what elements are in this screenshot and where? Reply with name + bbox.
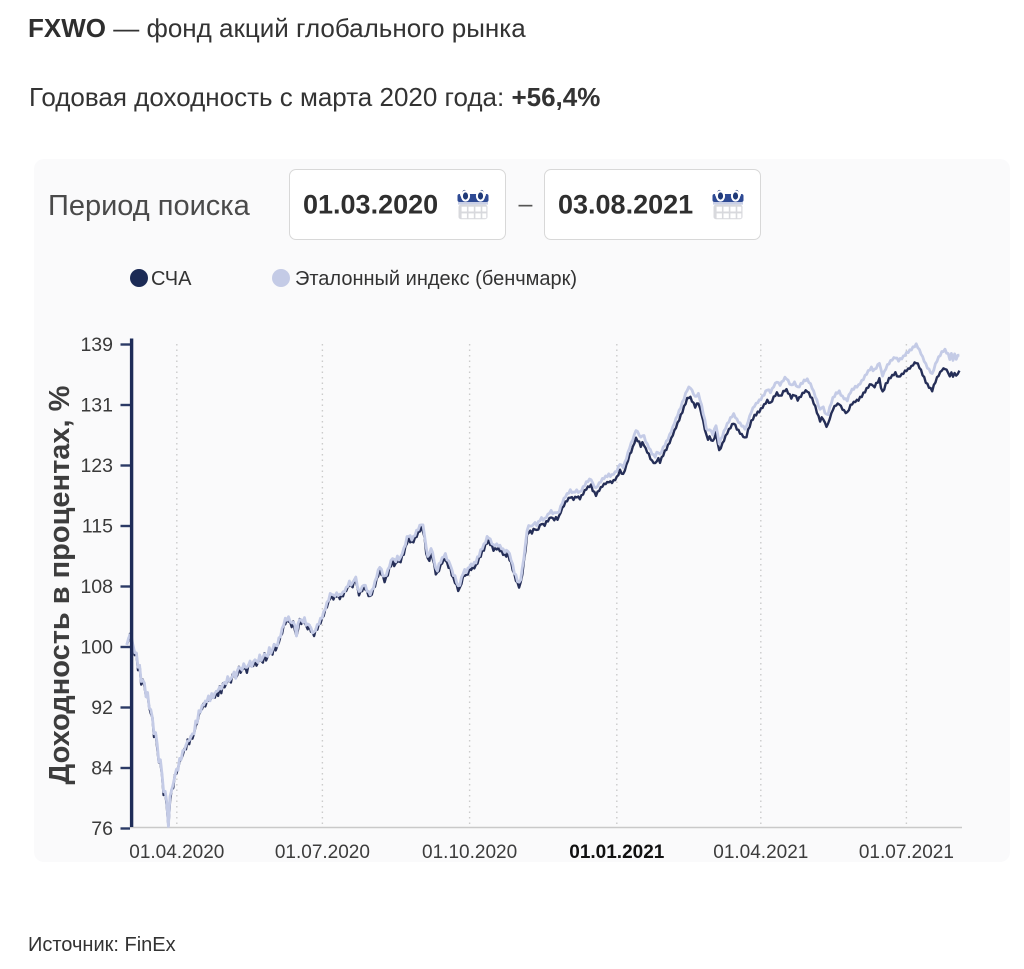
- svg-text:01.01.2021: 01.01.2021: [569, 842, 665, 863]
- svg-text:100: 100: [80, 637, 113, 659]
- svg-text:01.07.2020: 01.07.2020: [275, 842, 370, 863]
- svg-text:01.04.2020: 01.04.2020: [129, 842, 224, 863]
- svg-text:01.07.2021: 01.07.2021: [859, 842, 954, 863]
- svg-text:01.04.2021: 01.04.2021: [713, 842, 808, 863]
- svg-text:139: 139: [80, 334, 113, 356]
- svg-text:115: 115: [82, 516, 113, 538]
- svg-text:108: 108: [80, 576, 113, 598]
- svg-text:131: 131: [80, 395, 113, 417]
- svg-text:84: 84: [91, 758, 113, 780]
- svg-text:92: 92: [91, 697, 113, 719]
- svg-text:Доходность в процентах, %: Доходность в процентах, %: [44, 385, 76, 784]
- svg-text:01.10.2020: 01.10.2020: [422, 842, 517, 863]
- svg-text:76: 76: [91, 818, 113, 840]
- svg-text:123: 123: [80, 455, 113, 477]
